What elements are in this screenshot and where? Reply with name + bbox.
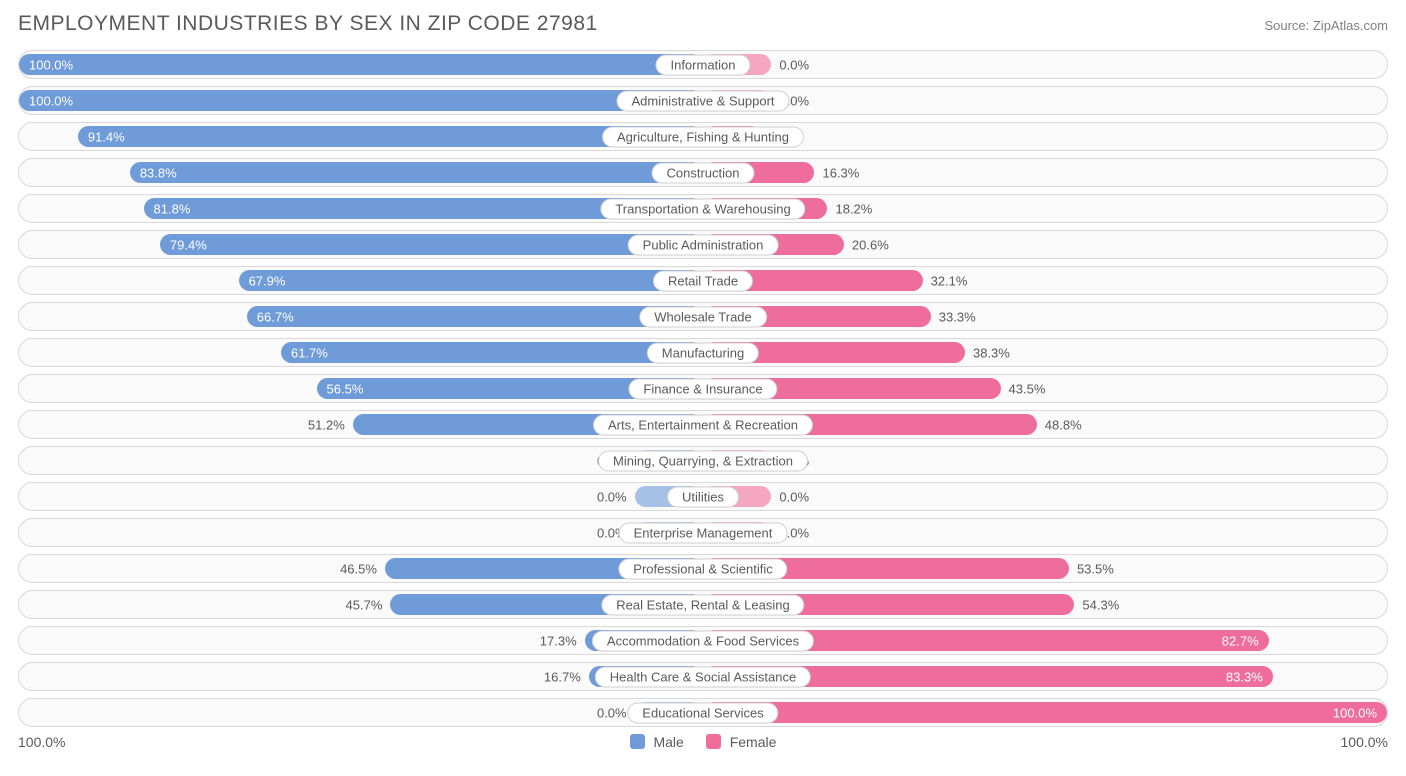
chart-title: EMPLOYMENT INDUSTRIES BY SEX IN ZIP CODE… [18, 12, 598, 36]
category-label: Transportation & Warehousing [600, 198, 805, 219]
legend-male-label: Male [653, 734, 683, 750]
category-label: Retail Trade [653, 270, 753, 291]
male-value: 81.8% [154, 201, 191, 216]
legend: Male Female [65, 734, 1340, 750]
axis-left-label: 100.0% [18, 734, 65, 750]
female-value: 0.0% [779, 489, 809, 504]
category-label: Finance & Insurance [628, 378, 777, 399]
swatch-male [630, 734, 645, 749]
category-label: Construction [652, 162, 755, 183]
chart-row: 0.0%0.0%Mining, Quarrying, & Extraction [18, 446, 1388, 475]
male-bar: 83.8% [130, 162, 703, 183]
female-value: 82.7% [1222, 633, 1259, 648]
category-label: Manufacturing [647, 342, 759, 363]
legend-female-label: Female [730, 734, 777, 750]
male-value: 46.5% [340, 561, 377, 576]
male-bar: 100.0% [19, 90, 703, 111]
female-value: 54.3% [1082, 597, 1119, 612]
chart-row: 56.5% 43.5% Finance & Insurance [18, 374, 1388, 403]
male-value: 100.0% [29, 57, 73, 72]
category-label: Educational Services [627, 702, 778, 723]
category-label: Utilities [667, 486, 739, 507]
male-value: 61.7% [291, 345, 328, 360]
female-value: 18.2% [835, 201, 872, 216]
chart-row: 66.7% 33.3% Wholesale Trade [18, 302, 1388, 331]
female-value: 53.5% [1077, 561, 1114, 576]
chart-row: 0.0% 100.0% Educational Services [18, 698, 1388, 727]
male-value: 83.8% [140, 165, 177, 180]
category-label: Mining, Quarrying, & Extraction [598, 450, 808, 471]
male-value: 51.2% [308, 417, 345, 432]
chart-row: 81.8% 18.2% Transportation & Warehousing [18, 194, 1388, 223]
category-label: Professional & Scientific [618, 558, 787, 579]
category-label: Enterprise Management [619, 522, 788, 543]
legend-female: Female [706, 734, 777, 750]
female-value: 16.3% [822, 165, 859, 180]
male-value: 79.4% [170, 237, 207, 252]
female-value: 0.0% [779, 57, 809, 72]
chart-row: 100.0% 0.0% Information [18, 50, 1388, 79]
male-value: 45.7% [346, 597, 383, 612]
chart-row: 0.0% 0.0% Utilities [18, 482, 1388, 511]
female-value: 48.8% [1045, 417, 1082, 432]
swatch-female [706, 734, 721, 749]
female-bar: 100.0% [703, 702, 1387, 723]
male-bar: 67.9% [239, 270, 703, 291]
male-bar: 66.7% [247, 306, 703, 327]
chart-row: 67.9% 32.1% Retail Trade [18, 266, 1388, 295]
category-label: Wholesale Trade [639, 306, 767, 327]
chart-row: 91.4%8.6%Agriculture, Fishing & Hunting [18, 122, 1388, 151]
category-label: Information [655, 54, 750, 75]
chart-row: 45.7% 54.3% Real Estate, Rental & Leasing [18, 590, 1388, 619]
legend-male: Male [630, 734, 684, 750]
chart-footer: 100.0% Male Female 100.0% [18, 734, 1388, 750]
chart-row: 83.8% 16.3% Construction [18, 158, 1388, 187]
female-value: 83.3% [1226, 669, 1263, 684]
female-value: 20.6% [852, 237, 889, 252]
male-bar: 61.7% [281, 342, 703, 363]
male-value: 100.0% [29, 93, 73, 108]
male-value: 17.3% [540, 633, 577, 648]
chart-row: 0.0%0.0%Enterprise Management [18, 518, 1388, 547]
chart-source: Source: ZipAtlas.com [1264, 18, 1388, 33]
category-label: Real Estate, Rental & Leasing [601, 594, 804, 615]
diverging-bar-chart: 100.0%0.0%Information100.0%0.0%Administr… [18, 50, 1388, 727]
male-bar: 100.0% [19, 54, 703, 75]
female-value: 100.0% [1333, 705, 1377, 720]
chart-row: 16.7% 83.3% Health Care & Social Assistanc… [18, 662, 1388, 691]
chart-row: 100.0%0.0%Administrative & Support [18, 86, 1388, 115]
male-value: 67.9% [249, 273, 286, 288]
male-value: 0.0% [597, 705, 627, 720]
category-label: Health Care & Social Assistance [595, 666, 811, 687]
chart-row: 61.7% 38.3% Manufacturing [18, 338, 1388, 367]
female-value: 43.5% [1009, 381, 1046, 396]
male-bar: 79.4% [160, 234, 703, 255]
chart-row: 17.3% 82.7% Accommodation & Food Services [18, 626, 1388, 655]
male-value: 91.4% [88, 129, 125, 144]
male-value: 0.0% [597, 489, 627, 504]
male-value: 16.7% [544, 669, 581, 684]
male-value: 56.5% [327, 381, 364, 396]
chart-row: 79.4% 20.6% Public Administration [18, 230, 1388, 259]
chart-header: EMPLOYMENT INDUSTRIES BY SEX IN ZIP CODE… [18, 12, 1388, 36]
chart-row: 46.5% 53.5% Professional & Scientific [18, 554, 1388, 583]
male-value: 66.7% [257, 309, 294, 324]
female-value: 33.3% [939, 309, 976, 324]
female-value: 32.1% [931, 273, 968, 288]
category-label: Agriculture, Fishing & Hunting [602, 126, 804, 147]
female-value: 38.3% [973, 345, 1010, 360]
chart-row: 51.2% 48.8% Arts, Entertainment & Recreati… [18, 410, 1388, 439]
category-label: Arts, Entertainment & Recreation [593, 414, 813, 435]
category-label: Administrative & Support [616, 90, 789, 111]
category-label: Accommodation & Food Services [592, 630, 814, 651]
axis-right-label: 100.0% [1341, 734, 1388, 750]
category-label: Public Administration [628, 234, 779, 255]
